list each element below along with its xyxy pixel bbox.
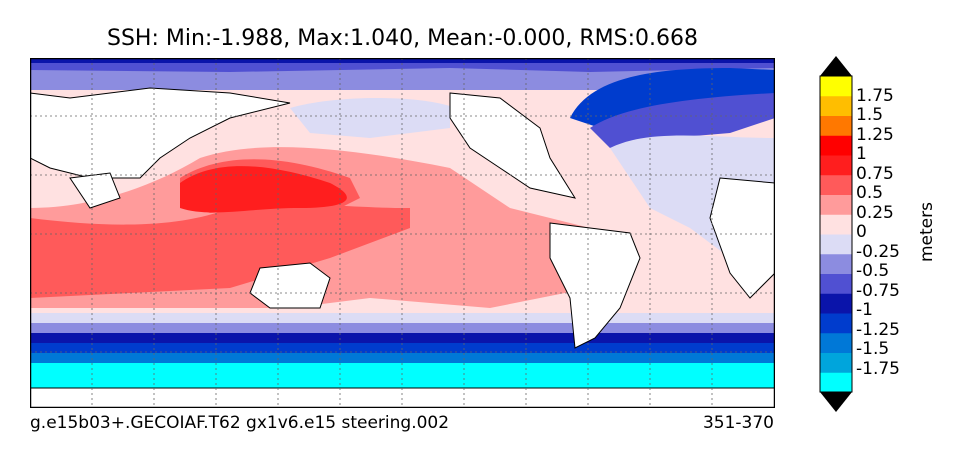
colorbar-segment [820,194,852,215]
colorbar-segment [820,273,852,294]
colorbar-tick-label: -1.25 [856,319,900,340]
colorbar-max-arrow [820,56,852,76]
footer-case-name: g.e15b03+.GECOIAF.T62 gx1v6.e15 steering… [30,413,450,433]
colorbar-segment [820,293,852,314]
colorbar-segment [820,234,852,255]
land-south-america [549,222,641,349]
contour-kuroshio [180,166,347,213]
map-svg [30,58,775,408]
plot-title: SSH: Min:-1.988, Max:1.040, Mean:-0.000,… [107,26,698,51]
footer-years: 351-370 [702,413,774,433]
contour-north-atlantic-mid [590,93,775,148]
colorbar-segment [820,135,852,156]
land-australia [249,262,331,309]
colorbar-tick-label: -0.5 [856,261,890,281]
colorbar-tick-label: 1 [856,144,867,164]
colorbar-tick-label: 1.5 [856,105,884,125]
colorbar-tick-label: -0.75 [856,280,900,301]
colorbar-segment [820,76,852,97]
colorbar-segment [820,352,852,373]
colorbar-segment [820,174,852,195]
colorbar [818,53,854,415]
colorbar-segment [820,253,852,274]
colorbar-tick-label: 0 [856,222,867,242]
colorbar-min-arrow [820,392,852,412]
colorbar-units-label: meters [917,202,937,262]
map-grid [30,58,775,408]
colorbar-tick-label: -1 [856,300,873,320]
colorbar-tick-label: 1.25 [856,124,894,145]
colorbar-segment [820,115,852,136]
colorbar-tick-label: 0.25 [856,202,894,223]
land-asia [30,87,291,179]
land-masses [30,87,775,408]
colorbar-segment [820,313,852,334]
colorbar-segment [820,95,852,116]
colorbar-segment [820,155,852,176]
colorbar-tick-label: -1.75 [856,358,900,379]
land-antarctica [30,387,775,408]
colorbar-svg [819,56,853,412]
contour-warm-pool [30,203,410,298]
colorbar-segment [820,214,852,235]
colorbar-segment [820,332,852,353]
map-frame [30,58,775,408]
land-north-america [449,92,577,199]
ssh-map [30,58,775,408]
colorbar-tick-labels: 1.75 1.5 1.25 1 0.75 0.5 0.25 0 -0.25 -0.5 -0.75 -1… [856,76,916,388]
colorbar-frame [819,75,853,393]
colorbar-tick-label: -0.25 [856,241,900,262]
colorbar-tick-label: -1.5 [856,339,890,359]
colorbar-tick-label: 0.5 [856,183,884,203]
colorbar-tick-label: 1.75 [856,85,894,106]
colorbar-segment [820,372,852,393]
land-africa [709,177,775,299]
colorbar-tick-label: 0.75 [856,163,894,184]
contour-north-pacific-subpolar [290,97,450,138]
